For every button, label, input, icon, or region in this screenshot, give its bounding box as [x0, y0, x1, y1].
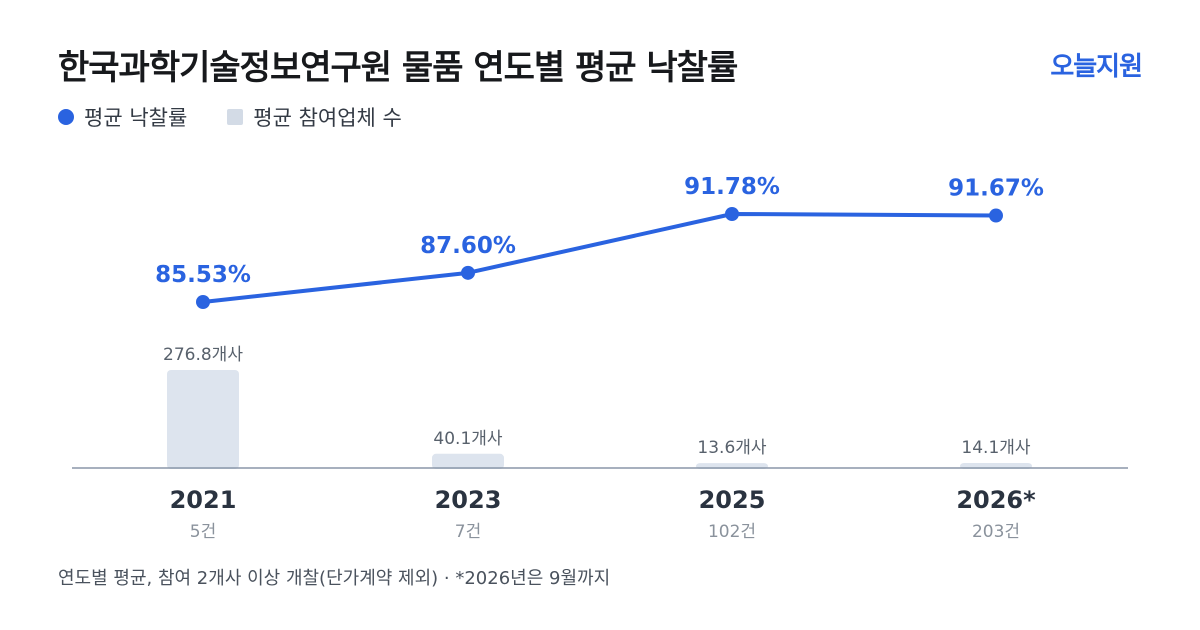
- legend-label-rate: 평균 낙찰률: [84, 106, 188, 130]
- x-tick-sublabel: 7건: [455, 522, 481, 542]
- rate-point: [461, 265, 475, 280]
- bar-label: 13.6개사: [697, 438, 766, 458]
- bar: [167, 370, 239, 469]
- rate-label: 85.53%: [155, 262, 251, 288]
- rate-point: [725, 207, 739, 221]
- chart-title: 한국과학기술정보연구원 물품 연도별 평균 낙찰률: [58, 48, 738, 88]
- x-tick-label: 2026*: [956, 486, 1036, 514]
- legend-dot-icon: [58, 109, 74, 125]
- rate-label: 91.78%: [684, 174, 780, 200]
- bar-label: 14.1개사: [961, 438, 1030, 458]
- rate-label: 87.60%: [420, 233, 516, 259]
- bar: [432, 453, 504, 469]
- brand-logo[interactable]: 오늘지원: [1050, 52, 1143, 82]
- x-tick-sublabel: 5건: [190, 522, 216, 542]
- x-tick-sublabel: 203건: [972, 522, 1020, 542]
- footnote: 연도별 평균, 참여 2개사 이상 개찰(단가계약 제외) · *2026년은 …: [58, 568, 611, 589]
- x-tick-sublabel: 102건: [708, 522, 756, 542]
- rate-point: [989, 208, 1003, 223]
- legend-square-icon: [227, 109, 244, 125]
- x-tick-label: 2025: [699, 486, 766, 514]
- bar-label: 276.8개사: [163, 345, 243, 365]
- legend: 평균 낙찰률 평균 참여업체 수: [58, 102, 442, 132]
- bar-label: 40.1개사: [433, 429, 502, 449]
- rate-line: [201, 212, 998, 304]
- legend-label-participants: 평균 참여업체 수: [253, 106, 402, 130]
- x-tick-label: 2023: [435, 486, 502, 514]
- x-tick-label: 2021: [170, 486, 237, 514]
- legend-item-rate: 평균 낙찰률: [58, 102, 187, 132]
- legend-item-participants: 평균 참여업체 수: [227, 102, 402, 132]
- rate-label: 91.67%: [948, 176, 1044, 202]
- rate-point: [196, 295, 210, 309]
